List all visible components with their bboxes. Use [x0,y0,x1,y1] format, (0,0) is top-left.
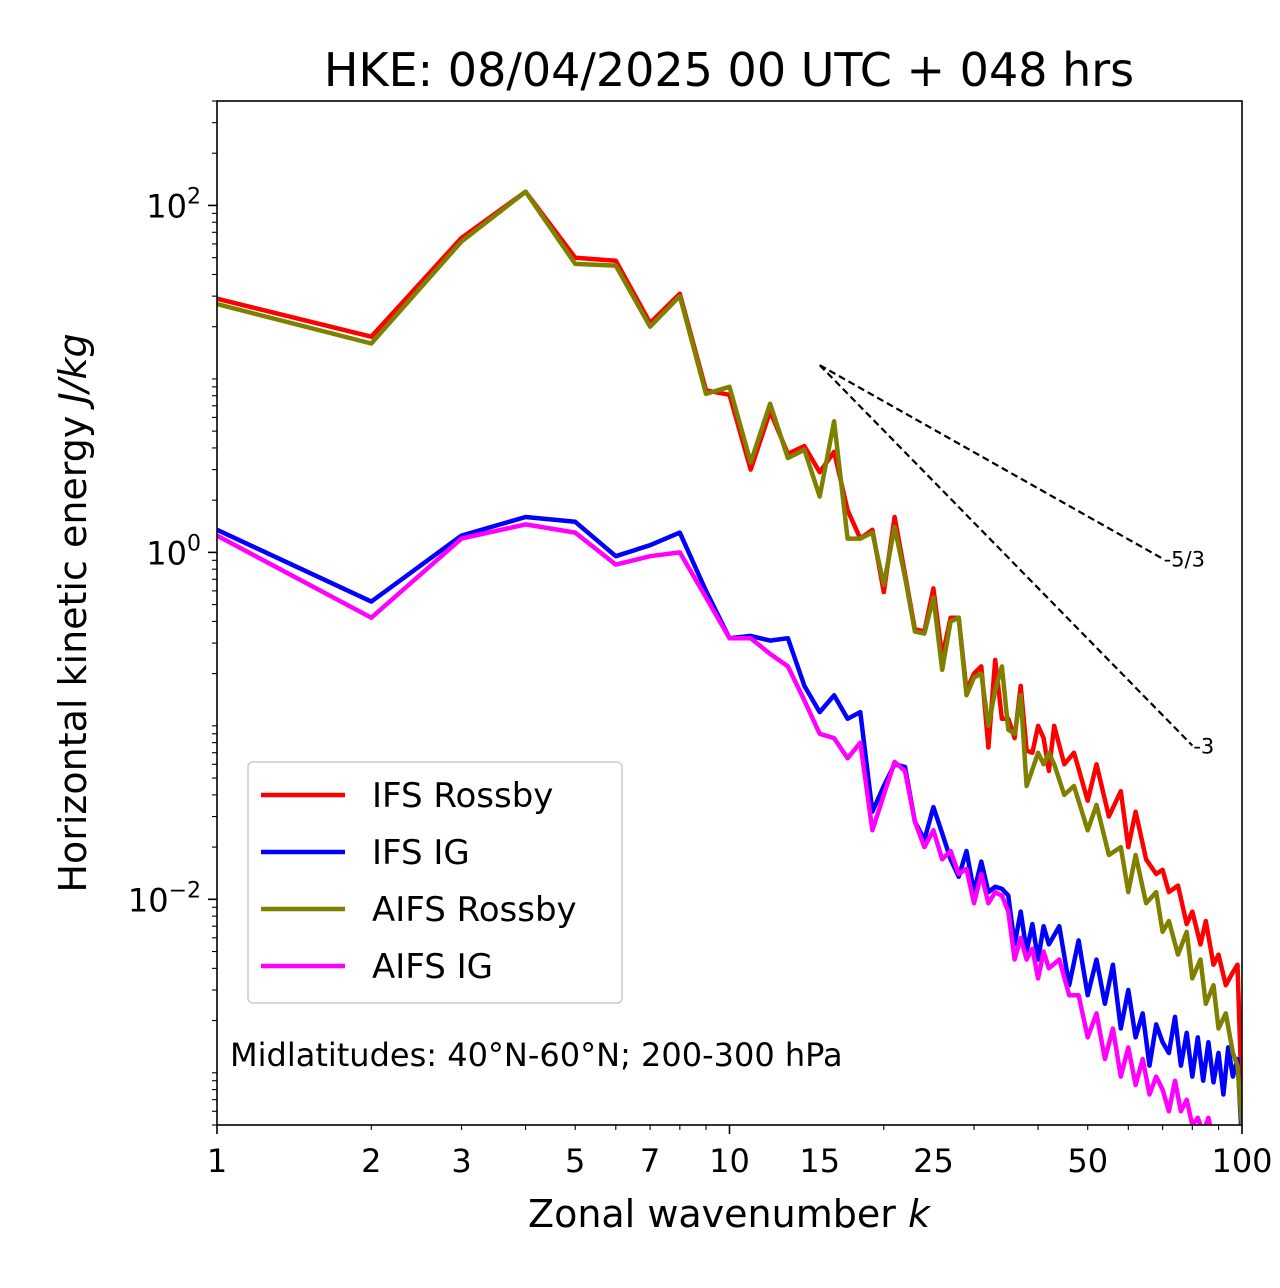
x-tick-label: 25 [913,1142,954,1180]
reference-slope-label: -5/3 [1164,548,1205,572]
reference-slope-line [818,364,1194,747]
series-line-ifs-rossby [217,189,1242,1106]
reference-slope-label: -3 [1193,735,1214,759]
legend-label: AIFS IG [372,947,493,987]
x-tick-label: 50 [1067,1142,1108,1180]
x-tick-label: 2 [361,1142,381,1180]
x-tick-label: 3 [451,1142,471,1180]
legend-label: AIFS Rossby [372,890,577,930]
x-tick-label: 7 [640,1142,660,1180]
x-tick-label: 10 [709,1142,750,1180]
region-annotation: Midlatitudes: 40°N-60°N; 200-300 hPa [230,1036,843,1074]
x-tick-label: 1 [207,1142,227,1180]
legend: IFS Rossby IFS IG AIFS Rossby AIFS IG [247,761,623,1004]
chart-title: HKE: 08/04/2025 00 UTC + 048 hrs [324,43,1134,97]
legend-frame [247,761,623,1004]
series-line-aifs-rossby [217,189,1242,1125]
y-tick-label: 100 [146,531,201,572]
legend-label: IFS Rossby [372,776,553,816]
y-axis-label: Horizontal kinetic energy J/kg [51,333,95,892]
legend-label: IFS IG [372,833,470,873]
x-tick-label: 5 [565,1142,585,1180]
y-tick-label: 10−2 [128,878,201,919]
x-tick-label: 15 [799,1142,840,1180]
x-axis-label: Zonal wavenumber k [528,1192,932,1236]
x-tick-label: 100 [1211,1142,1272,1180]
series-line-aifs-ig [217,522,1213,1125]
y-tick-label: 102 [146,184,201,225]
